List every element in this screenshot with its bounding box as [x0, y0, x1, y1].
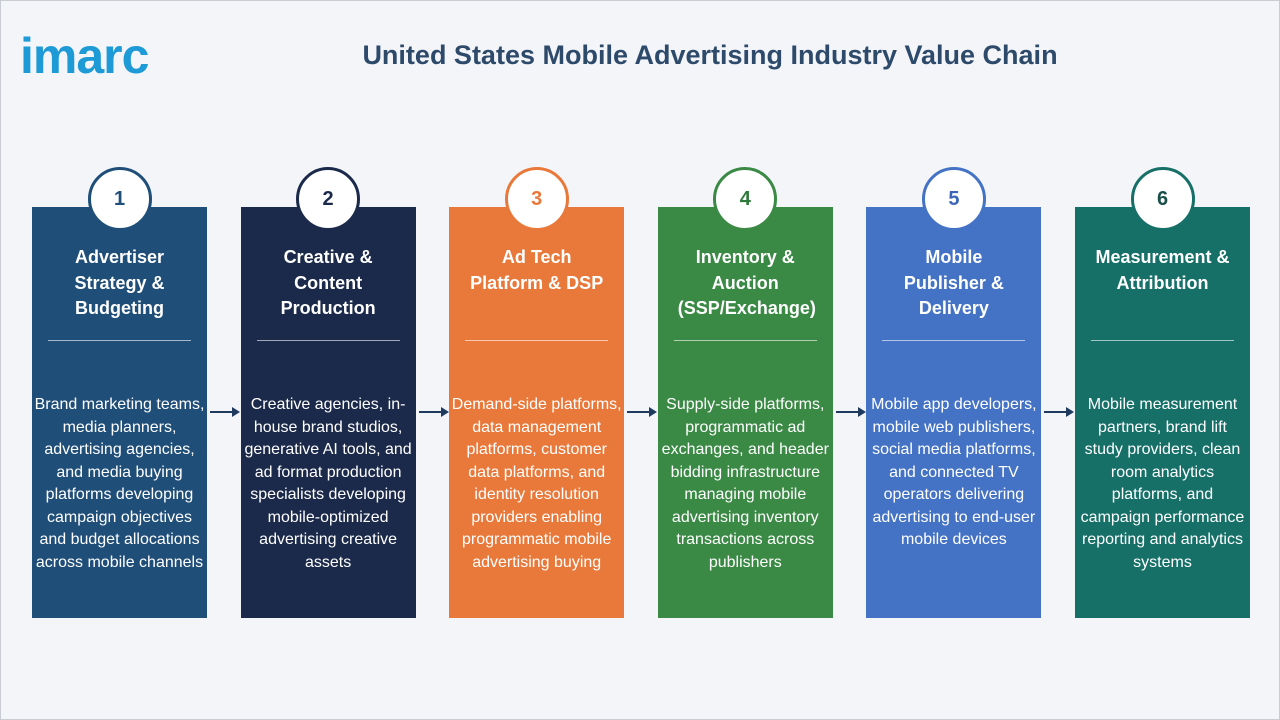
step-title: Mobile Publisher & Delivery: [903, 247, 1004, 318]
arrow: [627, 407, 658, 417]
arrow: [418, 407, 449, 417]
separator: [1091, 340, 1234, 341]
separator: [256, 340, 400, 341]
separator: [465, 340, 609, 341]
step-number: 5: [921, 167, 986, 231]
arrow: [210, 407, 240, 417]
page-title: United States Mobile Advertising Industr…: [362, 40, 1058, 70]
step-column: Mobile Publisher & Delivery Mobile app de…: [866, 207, 1042, 618]
separator: [882, 340, 1026, 341]
step-description: Supply-side platforms, programmatic ad e…: [661, 396, 829, 571]
step-description: Demand-side platforms, data management p…: [451, 396, 622, 571]
step-number: 4: [713, 167, 778, 231]
arrow: [835, 407, 866, 417]
step-title: Measurement & Attribution: [1095, 247, 1230, 293]
step-description: Brand marketing teams, media planners, a…: [34, 396, 205, 571]
arrow: [1044, 407, 1075, 417]
step-column: Inventory & Auction (SSP/Exchange) Supply…: [657, 207, 833, 618]
separator: [673, 340, 817, 341]
step-number: 6: [1130, 167, 1195, 231]
step-column: Measurement & Attribution Mobile measurem…: [1075, 207, 1250, 618]
step-title: Ad Tech Platform & DSP: [470, 247, 604, 293]
step-number: 2: [296, 167, 361, 231]
separator: [48, 340, 191, 341]
step-title: Advertiser Strategy & Budgeting: [74, 247, 165, 318]
step-number: 3: [504, 167, 569, 231]
step-description: Mobile measurement partners, brand lift …: [1080, 396, 1245, 571]
step-column: Creative & Content Production Creative ag…: [240, 207, 416, 618]
step-description: Creative agencies, in-house brand studio…: [244, 396, 412, 571]
step-title: Creative & Content Production: [280, 247, 376, 318]
step-column: Advertiser Strategy & Budgeting Brand mar…: [32, 207, 207, 618]
step-title: Inventory & Auction (SSP/Exchange): [677, 247, 816, 318]
step-description: Mobile app developers, mobile web publis…: [871, 396, 1037, 548]
step-number: 1: [87, 167, 152, 231]
step-column: Ad Tech Platform & DSP Demand-side platfo…: [449, 207, 625, 618]
logo: imarc: [20, 28, 149, 84]
